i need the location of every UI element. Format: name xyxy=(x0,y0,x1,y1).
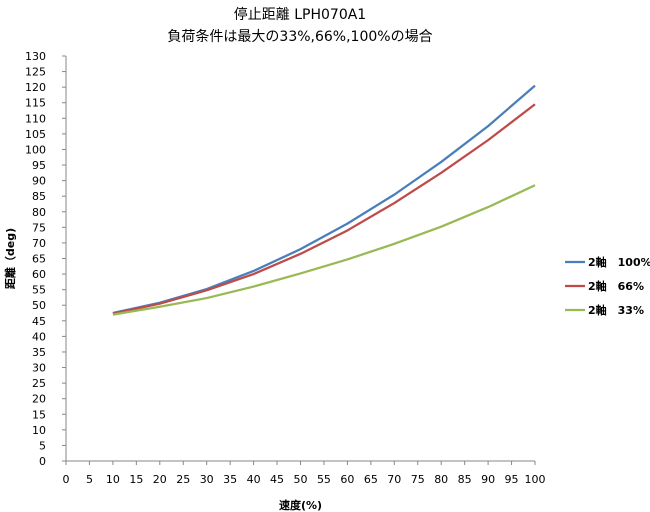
legend-label: 2軸 100% xyxy=(588,255,650,269)
x-tick-label: 60 xyxy=(340,473,354,486)
x-tick-label: 100 xyxy=(525,473,546,486)
x-tick-label: 20 xyxy=(153,473,167,486)
chart-title: 停止距離 LPH070A1 xyxy=(233,7,367,23)
y-tick-label: 80 xyxy=(32,206,46,219)
x-tick-label: 90 xyxy=(481,473,495,486)
x-tick-label: 95 xyxy=(505,473,519,486)
x-tick-label: 10 xyxy=(106,473,120,486)
legend-label: 2軸 33% xyxy=(588,303,644,317)
y-tick-label: 65 xyxy=(32,253,46,266)
series-line xyxy=(112,84,536,315)
y-tick-label: 110 xyxy=(25,112,46,125)
x-tick-label: 25 xyxy=(176,473,190,486)
series-line xyxy=(112,103,536,315)
x-tick-label: 35 xyxy=(223,473,237,486)
y-tick-label: 45 xyxy=(32,315,46,328)
x-tick-label: 70 xyxy=(387,473,401,486)
y-tick-label: 25 xyxy=(32,377,46,390)
chart-subtitle: 負荷条件は最大の33%,66%,100%の場合 xyxy=(167,29,433,45)
x-axis-title: 速度(%) xyxy=(279,498,322,512)
x-tick-label: 45 xyxy=(270,473,284,486)
x-tick-label: 75 xyxy=(411,473,425,486)
y-tick-label: 55 xyxy=(32,284,46,297)
x-tick-label: 65 xyxy=(364,473,378,486)
x-tick-label: 40 xyxy=(247,473,261,486)
y-tick-label: 40 xyxy=(32,330,46,343)
y-tick-label: 85 xyxy=(32,190,46,203)
legend-label: 2軸 66% xyxy=(588,279,644,293)
x-tick-label: 55 xyxy=(317,473,331,486)
x-tick-label: 30 xyxy=(200,473,214,486)
y-tick-label: 90 xyxy=(32,175,46,188)
y-tick-label: 125 xyxy=(25,66,46,79)
y-tick-label: 50 xyxy=(32,299,46,312)
y-tick-label: 15 xyxy=(32,408,46,421)
y-tick-label: 10 xyxy=(32,424,46,437)
y-tick-label: 75 xyxy=(32,221,46,234)
y-tick-label: 130 xyxy=(25,50,46,63)
y-tick-label: 30 xyxy=(32,362,46,375)
series-line xyxy=(112,184,536,316)
y-tick-label: 70 xyxy=(32,237,46,250)
x-tick-label: 80 xyxy=(434,473,448,486)
y-tick-label: 100 xyxy=(25,143,46,156)
x-tick-label: 15 xyxy=(129,473,143,486)
y-tick-label: 120 xyxy=(25,81,46,94)
y-tick-label: 0 xyxy=(39,455,46,468)
y-axis-title: 距離（deg) xyxy=(3,228,17,289)
y-tick-label: 115 xyxy=(25,97,46,110)
x-tick-label: 5 xyxy=(86,473,93,486)
x-tick-label: 0 xyxy=(63,473,70,486)
x-tick-label: 85 xyxy=(458,473,472,486)
y-tick-label: 95 xyxy=(32,159,46,172)
x-tick-label: 50 xyxy=(294,473,308,486)
y-tick-label: 60 xyxy=(32,268,46,281)
y-tick-label: 5 xyxy=(39,439,46,452)
y-tick-label: 35 xyxy=(32,346,46,359)
y-tick-label: 105 xyxy=(25,128,46,141)
y-tick-label: 20 xyxy=(32,393,46,406)
